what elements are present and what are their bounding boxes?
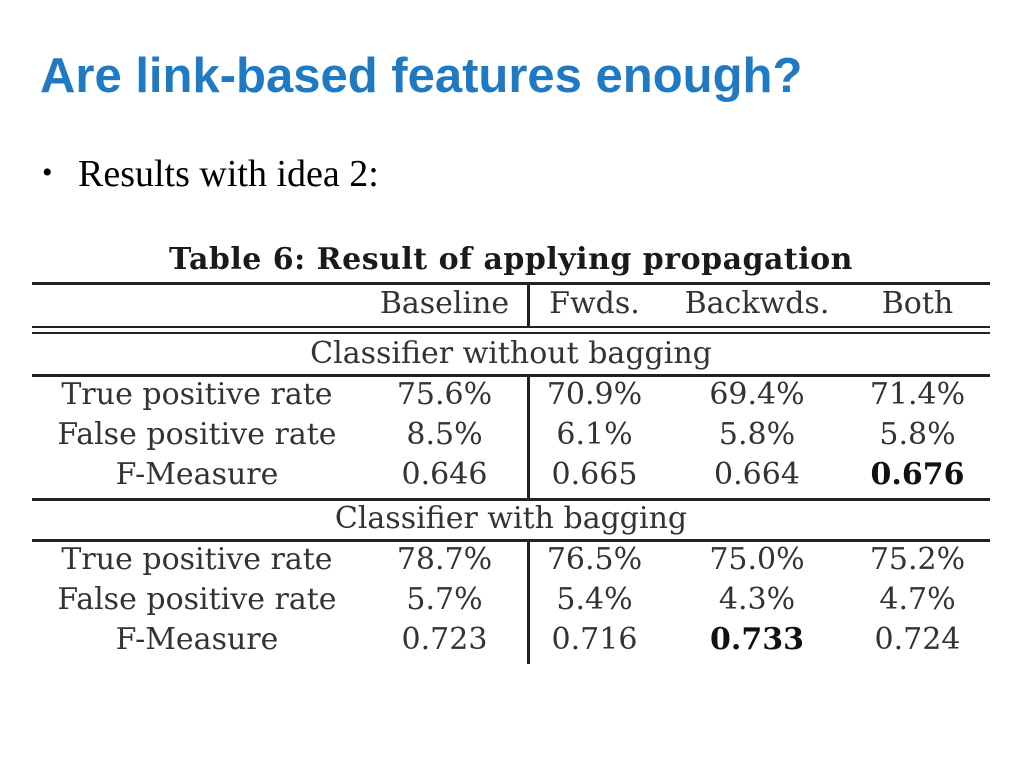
row-label: False positive rate <box>57 417 337 452</box>
header-double-rule-2 <box>32 332 990 334</box>
table-cell-best: 0.676 <box>870 457 965 492</box>
table-cell: 75.6% <box>396 377 493 412</box>
table-cell: 0.723 <box>401 622 488 657</box>
row-label: False positive rate <box>57 582 337 617</box>
column-header-baseline: Baseline <box>379 286 510 321</box>
table-cell: 5.4% <box>556 582 633 617</box>
table-cell: 0.724 <box>874 622 961 657</box>
bullet-text: Results with idea 2: <box>78 153 379 195</box>
table-cell-best: 0.733 <box>710 622 804 657</box>
table-cell: 0.665 <box>551 457 638 492</box>
column-header-both: Both <box>881 286 954 321</box>
table-cell: 5.8% <box>718 417 796 452</box>
table-cell: 0.664 <box>714 457 800 492</box>
column-divider-group-2 <box>527 542 530 664</box>
row-label: F-Measure <box>115 457 279 492</box>
table-cell: 4.7% <box>879 582 956 617</box>
bullet-icon: • <box>42 156 53 189</box>
table-caption: Table 6: Result of applying propagation <box>168 242 853 277</box>
header-double-rule-1 <box>32 326 990 328</box>
column-divider-group-1 <box>527 377 530 498</box>
table-cell: 8.5% <box>406 417 483 452</box>
table-cell: 69.4% <box>709 377 805 412</box>
table-cell: 5.7% <box>406 582 483 617</box>
group-label-without-bagging: Classifier without bagging <box>310 336 712 371</box>
table-cell: 0.646 <box>401 457 488 492</box>
table-cell: 71.4% <box>869 377 966 412</box>
group-label-with-bagging: Classifier with bagging <box>334 501 688 536</box>
table-top-rule <box>32 282 990 285</box>
column-divider-header <box>527 285 530 326</box>
row-label: True positive rate <box>61 542 333 577</box>
table-cell: 70.9% <box>546 377 643 412</box>
table-cell: 75.0% <box>709 542 805 577</box>
table-cell: 0.716 <box>551 622 638 657</box>
table-cell: 78.7% <box>396 542 493 577</box>
column-header-backwds: Backwds. <box>684 286 830 321</box>
group-separator-rule <box>32 498 990 501</box>
table-cell: 6.1% <box>556 417 633 452</box>
group-1-rule <box>32 374 990 377</box>
table-cell: 76.5% <box>546 542 643 577</box>
group-2-rule <box>32 539 990 542</box>
table-cell: 75.2% <box>869 542 966 577</box>
table-cell: 4.3% <box>718 582 796 617</box>
results-table: Table 6: Result of applying propagation … <box>32 236 990 666</box>
row-label: True positive rate <box>61 377 333 412</box>
bullet-point: • Results with idea 2: <box>42 152 379 196</box>
table-cell: 5.8% <box>879 417 956 452</box>
slide-title: Are link-based features enough? <box>40 49 803 103</box>
row-label: F-Measure <box>115 622 279 657</box>
column-header-fwds: Fwds. <box>549 286 640 321</box>
